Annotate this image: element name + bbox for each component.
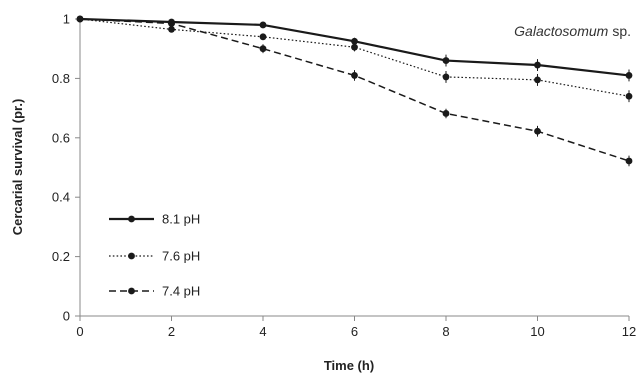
x-tick-label: 12 [622, 324, 636, 339]
y-tick-label: 1 [63, 12, 70, 27]
data-point [259, 21, 267, 29]
data-point [625, 92, 633, 100]
x-tick-label: 6 [351, 324, 358, 339]
data-point [351, 37, 358, 45]
data-point [168, 20, 175, 27]
legend-marker [128, 215, 135, 223]
data-point [442, 57, 450, 64]
axes [79, 19, 629, 317]
y-tick-label: 0.6 [52, 130, 70, 145]
legend-marker [128, 252, 135, 260]
data-point [534, 76, 541, 84]
series-dotted [76, 15, 633, 103]
data-point [76, 15, 84, 23]
species-name: Galactosomum [514, 23, 608, 39]
legend-label: 8.1 pH [162, 212, 200, 227]
x-tick-label: 4 [259, 324, 266, 339]
x-axis-title: Time (h) [324, 358, 374, 373]
x-axis-ticks: 0 2 4 6 8 10 12 [76, 316, 636, 339]
data-point [625, 72, 633, 79]
data-point [534, 61, 541, 69]
data-point [442, 73, 450, 81]
species-suffix: sp. [612, 23, 631, 39]
x-tick-label: 2 [168, 324, 175, 339]
data-point [259, 45, 267, 53]
y-axis-title: Cercarial survival (pr.) [10, 99, 25, 236]
data-point [442, 110, 450, 117]
legend: 8.1 pH 7.6 pH 7.4 pH [109, 212, 200, 299]
species-annotation: Galactosomum sp. [514, 23, 631, 39]
y-tick-label: 0.2 [52, 249, 70, 264]
data-point [351, 43, 358, 51]
legend-label: 7.6 pH [162, 249, 200, 264]
y-axis-ticks: 0 0.2 0.4 0.6 0.8 1 [52, 12, 80, 324]
series-dashed [76, 15, 633, 167]
x-tick-label: 8 [442, 324, 449, 339]
legend-item: 7.4 pH [109, 284, 200, 299]
series-layer [76, 15, 633, 167]
legend-marker [128, 287, 135, 295]
legend-item: 8.1 pH [109, 212, 200, 227]
data-point [351, 72, 358, 79]
legend-label: 7.4 pH [162, 284, 200, 299]
data-point [534, 127, 541, 135]
data-point [625, 157, 633, 165]
x-tick-label: 0 [76, 324, 83, 339]
y-tick-label: 0.4 [52, 190, 70, 205]
y-tick-label: 0 [63, 309, 70, 324]
legend-item: 7.6 pH [109, 249, 200, 264]
data-point [168, 25, 175, 33]
y-tick-label: 0.8 [52, 71, 70, 86]
data-point [259, 33, 267, 41]
x-tick-label: 10 [530, 324, 544, 339]
